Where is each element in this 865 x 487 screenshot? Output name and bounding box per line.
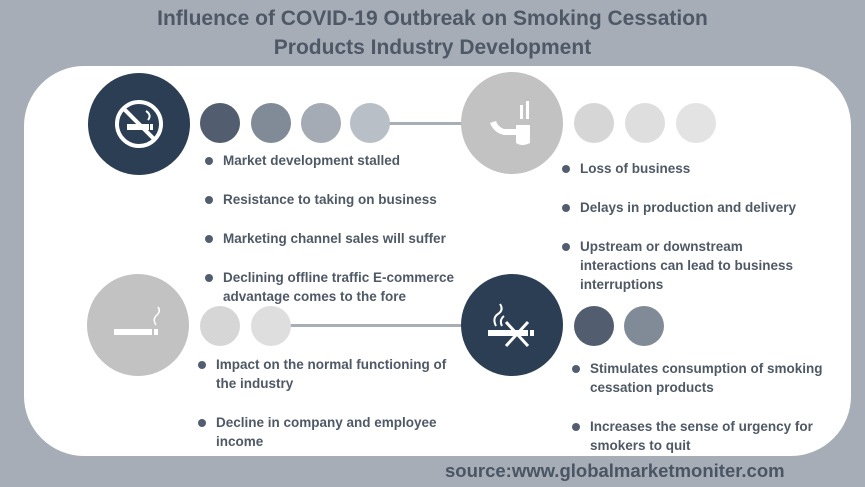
title-line-1: Influence of COVID-19 Outbreak on Smokin…	[157, 7, 708, 30]
list-item: Impact on the normal functioning of the …	[196, 355, 456, 393]
bottom-left-bullets: Impact on the normal functioning of the …	[196, 355, 456, 451]
top-left-bullets: Market development stalled Resistance to…	[203, 151, 463, 306]
indicator-dot-2	[625, 103, 665, 143]
list-item: Stimulates consumption of smoking cessat…	[570, 359, 835, 397]
connector-line-top	[370, 122, 470, 125]
crossed-cigarette-icon	[461, 274, 563, 376]
list-item: Loss of business	[560, 159, 815, 178]
source-caption: source:www.globalmarketmoniter.com	[445, 460, 785, 481]
indicator-dot-2	[251, 306, 291, 346]
connector-line-bottom	[270, 324, 470, 327]
indicator-dot-2	[251, 103, 291, 143]
cigarette-icon	[87, 274, 189, 376]
indicator-dot-1	[200, 306, 240, 346]
list-item: Upstream or downstream interactions can …	[560, 237, 815, 294]
indicator-dot-3	[676, 103, 716, 143]
indicator-dot-1	[574, 306, 614, 346]
list-item: Marketing channel sales will suffer	[203, 229, 463, 248]
list-item: Resistance to taking on business	[203, 190, 463, 209]
bottom-right-bullets: Stimulates consumption of smoking cessat…	[570, 359, 835, 455]
list-item: Increases the sense of urgency for smoke…	[570, 417, 835, 455]
list-item: Declining offline traffic E-commerce adv…	[203, 268, 463, 306]
title-line-2: Products Industry Development	[273, 36, 592, 59]
indicator-dot-4	[350, 103, 390, 143]
list-item: Delays in production and delivery	[560, 198, 815, 217]
indicator-dot-1	[200, 103, 240, 143]
no-smoking-icon	[88, 73, 190, 175]
top-right-bullets: Loss of business Delays in production an…	[560, 159, 815, 294]
indicator-dot-3	[301, 103, 341, 143]
list-item: Market development stalled	[203, 151, 463, 170]
indicator-dot-2	[624, 306, 664, 346]
pipe-icon	[461, 72, 563, 174]
list-item: Decline in company and employee income	[196, 413, 456, 451]
indicator-dot-1	[574, 103, 614, 143]
